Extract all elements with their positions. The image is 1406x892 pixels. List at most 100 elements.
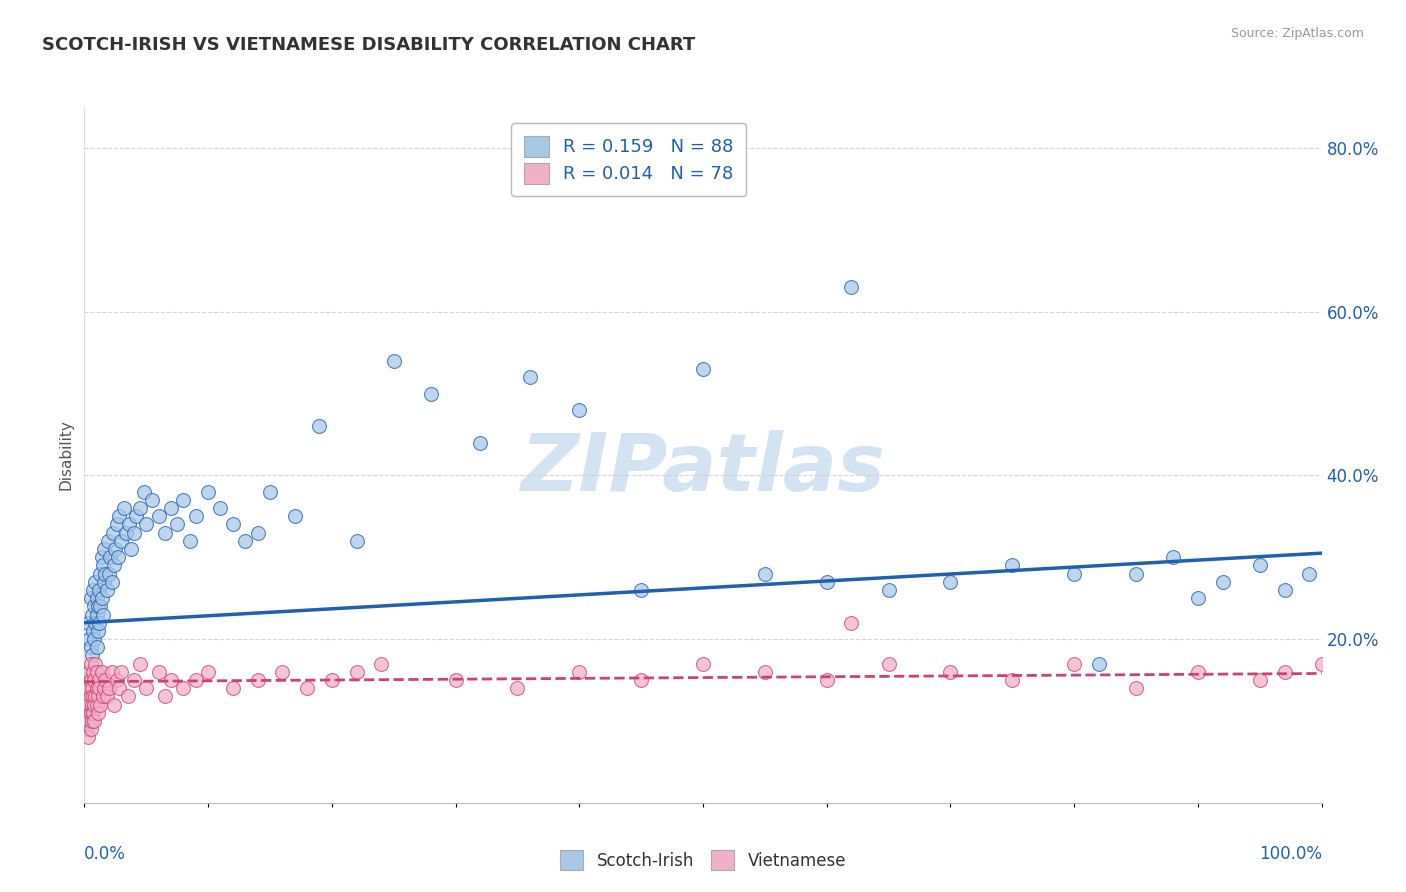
Point [79,665,101,679]
Point [98,681,121,696]
Point [82,665,104,679]
Point [103,558,125,573]
Text: Source: ZipAtlas.com: Source: ZipAtlas.com [1230,27,1364,40]
Point [135,681,157,696]
Point [86,681,108,696]
Point [108,681,131,696]
Point [1063,566,1085,581]
Point [1310,657,1333,671]
Point [568,403,591,417]
Point [84,574,107,589]
Point [148,665,170,679]
Point [1212,574,1234,589]
Point [103,698,125,712]
Point [141,492,163,507]
Point [105,517,128,532]
Point [96,582,118,597]
Point [82,690,104,704]
Point [90,550,112,565]
Point [100,574,122,589]
Point [1161,550,1184,565]
Point [108,509,131,524]
Point [209,501,232,516]
Point [222,681,245,696]
Point [122,673,145,687]
Point [184,509,207,524]
Point [1001,673,1024,687]
Point [105,673,128,687]
Point [166,517,188,532]
Point [89,599,111,614]
Point [519,370,541,384]
Point [815,574,838,589]
Point [1187,591,1209,606]
Point [96,690,118,704]
Point [110,533,132,548]
Point [83,698,105,712]
Point [86,640,108,655]
Point [79,714,101,728]
Point [179,533,201,548]
Point [90,591,112,606]
Point [79,722,101,736]
Legend: Scotch-Irish, Vietnamese: Scotch-Irish, Vietnamese [551,842,855,878]
Point [82,582,104,597]
Point [346,665,368,679]
Point [107,550,129,565]
Point [89,681,111,696]
Point [82,624,104,638]
Point [271,665,294,679]
Point [101,525,124,540]
Point [1088,657,1111,671]
Point [110,665,132,679]
Point [86,591,108,606]
Point [112,501,135,516]
Point [79,673,101,687]
Point [80,681,103,696]
Point [259,484,281,499]
Point [98,550,121,565]
Point [630,673,652,687]
Point [939,574,962,589]
Point [444,673,467,687]
Point [382,353,405,368]
Point [115,525,138,540]
Point [93,681,115,696]
Point [122,525,145,540]
Point [79,681,101,696]
Point [692,657,714,671]
Point [118,517,141,532]
Point [83,599,105,614]
Point [93,574,115,589]
Point [87,624,110,638]
Point [83,673,105,687]
Point [246,525,269,540]
Point [93,542,115,557]
Point [568,665,591,679]
Point [84,615,107,630]
Point [222,517,245,532]
Point [80,607,103,622]
Point [135,517,157,532]
Point [308,419,330,434]
Point [419,386,441,401]
Point [284,509,307,524]
Point [79,632,101,646]
Point [370,657,392,671]
Point [87,690,110,704]
Point [132,484,155,499]
Point [87,599,110,614]
Point [184,673,207,687]
Point [1187,665,1209,679]
Point [692,362,714,376]
Point [1063,657,1085,671]
Point [197,484,219,499]
Point [94,673,117,687]
Point [125,509,148,524]
Point [1001,558,1024,573]
Point [939,665,962,679]
Text: 100.0%: 100.0% [1258,845,1322,863]
Point [77,731,100,745]
Point [841,615,863,630]
Point [83,714,105,728]
